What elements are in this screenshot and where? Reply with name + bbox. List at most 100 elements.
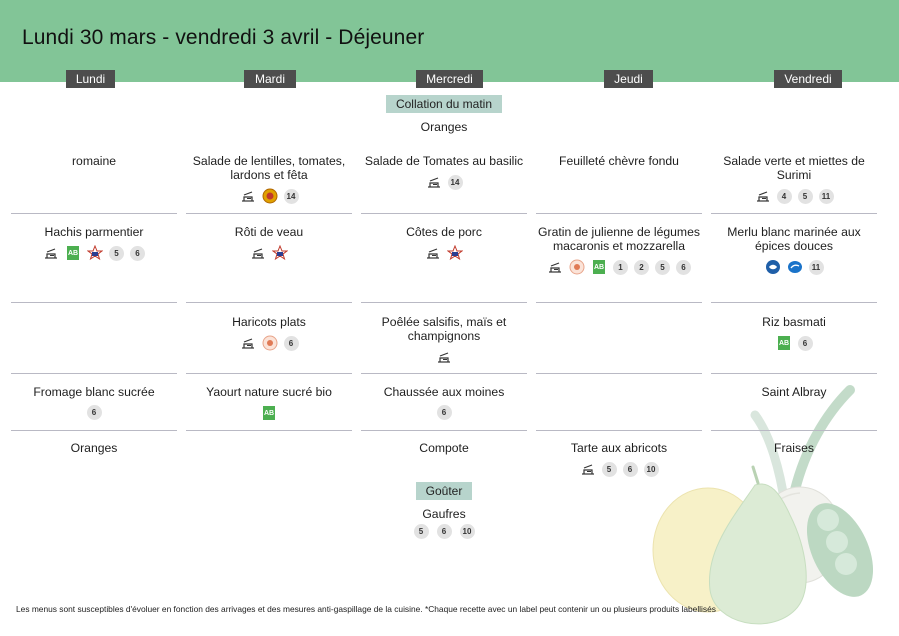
- menu-cell-plat: Côtes de porc: [361, 225, 527, 261]
- allergen-badge: 2: [634, 259, 649, 275]
- collation-item: Oranges: [420, 120, 468, 134]
- msc-icon: [787, 259, 803, 275]
- dish-name: Merlu blanc marinée aux épices douces: [727, 225, 861, 253]
- dish-name: Haricots plats: [232, 315, 306, 329]
- allergen-badge: 1: [613, 259, 628, 275]
- day-label-lundi: Lundi: [66, 70, 115, 88]
- svg-text:AB: AB: [594, 264, 604, 271]
- dish-name: Salade de Tomates au basilic: [364, 154, 524, 168]
- row-separator: [11, 373, 177, 374]
- row-separator: [536, 430, 702, 431]
- row-separator: [361, 430, 527, 431]
- menu-cell-laitage: Fromage blanc sucrée 6: [11, 385, 177, 420]
- footer-note: Les menus sont susceptibles d'évoluer en…: [16, 604, 716, 614]
- svg-text:AB: AB: [264, 410, 274, 417]
- dish-name: Fromage blanc sucrée: [33, 385, 155, 399]
- allergen-badge: 10: [459, 524, 475, 539]
- bio-icon: AB: [591, 259, 607, 275]
- dish-labels: 11: [711, 259, 877, 275]
- dish-name: romaine: [71, 154, 117, 168]
- page-title: Lundi 30 mars - vendredi 3 avril - Déjeu…: [22, 26, 425, 49]
- allergen-badge: 14: [447, 174, 463, 190]
- bio-icon: AB: [776, 335, 792, 351]
- collation-label: Collation du matin: [386, 95, 502, 113]
- gouter-badges: 5 6 10: [404, 524, 484, 539]
- menu-cell-dessert: Fraises: [711, 441, 877, 455]
- dish-labels: 6: [11, 405, 177, 420]
- fait-maison-icon: [425, 245, 441, 261]
- dish-labels: [186, 244, 352, 261]
- dish-name: Saint Albray: [761, 385, 827, 399]
- dish-name: Feuilleté chèvre fondu: [559, 154, 679, 168]
- fait-maison-icon: [240, 335, 256, 351]
- svg-text:AB: AB: [68, 250, 78, 257]
- day-label-vendredi: Vendredi: [774, 70, 842, 88]
- row-separator: [711, 373, 877, 374]
- aop-icon: [262, 188, 278, 204]
- fait-maison-icon: [43, 245, 59, 261]
- allergen-badge: 10: [643, 461, 659, 477]
- bio-icon: AB: [261, 405, 277, 421]
- dish-labels: AB: [186, 405, 352, 421]
- fait-maison-icon: [436, 349, 452, 365]
- allergen-badge: 6: [797, 335, 813, 351]
- dish-labels: AB 6: [711, 335, 877, 351]
- vegetables-illustration: [652, 385, 874, 625]
- local-icon: [262, 335, 278, 351]
- dish-labels: AB 1 2 5 6: [536, 259, 702, 275]
- menu-cell-entree: Feuilleté chèvre fondu: [536, 154, 702, 168]
- vbf-icon: [446, 244, 464, 261]
- allergen-badge: 6: [130, 245, 145, 261]
- fait-maison-icon: [580, 461, 596, 477]
- dish-name: Compote: [419, 441, 469, 455]
- allergen-badge: 6: [436, 405, 452, 420]
- gouter-item: Gaufres: [422, 507, 466, 521]
- dish-labels: 4 5 11: [711, 188, 877, 204]
- dish-labels: 14: [186, 188, 352, 204]
- vbf-icon: [86, 244, 104, 261]
- allergen-badge: 5: [797, 188, 813, 204]
- bio-icon: AB: [65, 245, 81, 261]
- menu-cell-entree: romaine: [11, 154, 177, 168]
- menu-cell-plat: Hachis parmentier AB 5 6: [11, 225, 177, 261]
- day-label-mardi: Mardi: [244, 70, 296, 88]
- menu-cell-plat: Rôti de veau: [186, 225, 352, 261]
- dish-name: Tarte aux abricots: [570, 441, 668, 455]
- dish-labels: [361, 244, 527, 261]
- allergen-badge: 6: [436, 524, 452, 539]
- menu-cell-dessert: Oranges: [11, 441, 177, 455]
- dish-name: Salade de lentilles, tomates, lardons et…: [192, 154, 346, 182]
- allergen-badge: 11: [818, 188, 834, 204]
- allergen-badge: 6: [676, 259, 691, 275]
- dish-labels: 6: [361, 405, 527, 420]
- menu-cell-laitage: Yaourt nature sucré bio AB: [186, 385, 352, 421]
- dish-name: Gratin de julienne de légumes macaronis …: [538, 225, 700, 253]
- dish-name: Poêlée salsifis, maïs et champignons: [381, 315, 507, 343]
- menu-cell-accompagnement: Riz basmati AB 6: [711, 315, 877, 351]
- row-separator: [361, 213, 527, 214]
- row-separator: [11, 213, 177, 214]
- row-separator: [186, 213, 352, 214]
- menu-cell-dessert: Tarte aux abricots 5 6 10: [536, 441, 702, 477]
- dish-name: Riz basmati: [762, 315, 826, 329]
- allergen-badge: 5: [109, 245, 124, 261]
- allergen-badge: 4: [776, 188, 792, 204]
- day-label-jeudi: Jeudi: [604, 70, 653, 88]
- dish-name: Oranges: [70, 441, 118, 455]
- row-separator: [186, 373, 352, 374]
- allergen-badge: 5: [655, 259, 670, 275]
- dish-labels: 6: [186, 335, 352, 351]
- menu-cell-accompagnement: Poêlée salsifis, maïs et champignons: [361, 315, 527, 365]
- allergen-badge: 6: [283, 335, 299, 351]
- menu-cell-plat: Gratin de julienne de légumes macaronis …: [536, 225, 702, 275]
- fait-maison-icon: [755, 188, 771, 204]
- row-separator: [186, 430, 352, 431]
- fait-maison-icon: [547, 259, 563, 275]
- dish-name: Fraises: [774, 441, 814, 455]
- dish-name: Hachis parmentier: [44, 225, 144, 239]
- row-separator: [711, 430, 877, 431]
- svg-text:AB: AB: [778, 340, 788, 347]
- allergen-badge: 14: [283, 188, 299, 204]
- menu-cell-entree: Salade verte et miettes de Surimi 4 5 11: [711, 154, 877, 204]
- peche-durable-icon: [765, 259, 781, 275]
